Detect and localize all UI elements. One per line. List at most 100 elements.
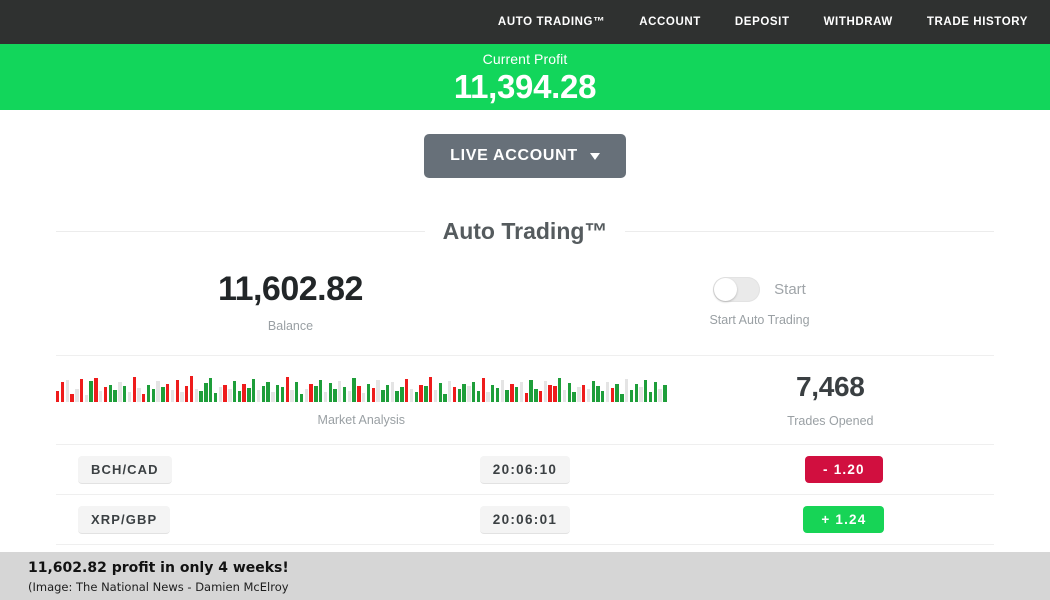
market-analysis-bar	[510, 383, 514, 402]
toggle-state-label: Start	[774, 281, 806, 299]
market-analysis-bar	[419, 384, 423, 402]
auto-trading-caption: Start Auto Trading	[709, 313, 810, 328]
account-selector-area: LIVE ACCOUNT	[0, 110, 1050, 178]
top-navigation-bar: AUTO TRADING™ ACCOUNT DEPOSIT WITHDRAW T…	[0, 0, 1050, 44]
market-analysis-bar	[409, 388, 414, 402]
market-analysis-bar	[591, 380, 595, 402]
market-analysis-bar	[146, 384, 151, 402]
market-analysis-bar	[543, 380, 548, 402]
image-caption-bar: 11,602.82 profit in only 4 weeks! (Image…	[0, 552, 1050, 600]
market-analysis-bar	[515, 386, 519, 402]
market-analysis-bar	[185, 385, 189, 402]
market-analysis-caption: Market Analysis	[317, 412, 406, 427]
trade-pair-cell: XRP/GBP	[56, 505, 356, 534]
market-analysis-bar	[56, 390, 60, 402]
market-analysis-bar	[89, 380, 93, 402]
current-profit-value: 11,394.28	[453, 67, 597, 105]
market-analysis-bar	[342, 386, 347, 402]
trade-value-cell: - 1.20	[694, 456, 994, 484]
market-analysis-bar	[209, 377, 213, 402]
market-analysis-bar	[424, 385, 428, 402]
market-analysis-bar	[99, 390, 103, 402]
market-analysis-bar	[529, 379, 533, 402]
live-account-button[interactable]: LIVE ACCOUNT	[424, 134, 626, 178]
market-analysis-bar	[127, 391, 132, 402]
trade-time-badge: 20:06:01	[479, 505, 571, 534]
market-analysis-bar	[118, 381, 122, 402]
market-analysis-bar	[261, 385, 265, 402]
market-analysis-bar	[362, 392, 366, 402]
market-analysis-bar	[581, 384, 586, 402]
market-analysis-bar	[553, 385, 557, 402]
market-analysis-chart	[56, 374, 667, 402]
nav-withdraw[interactable]: WITHDRAW	[823, 16, 893, 28]
market-analysis-bar	[620, 393, 624, 402]
market-analysis-bar	[624, 378, 629, 402]
market-analysis-bar	[610, 387, 615, 402]
market-analysis-bar	[577, 386, 581, 402]
divider-left	[56, 231, 425, 232]
market-analysis-bar	[634, 383, 638, 402]
market-analysis-bar	[252, 378, 256, 402]
market-analysis-bar	[366, 383, 371, 402]
market-analysis-bar	[601, 390, 605, 402]
table-row[interactable]: BCH/CAD 20:06:10 - 1.20	[56, 445, 994, 496]
market-analysis-bar	[189, 375, 194, 402]
page-title: Auto Trading™	[442, 218, 608, 244]
caption-credit: (Image: The National News - Damien McElr…	[28, 579, 289, 594]
market-analysis-bar	[519, 381, 524, 402]
table-row[interactable]: XRP/GBP 20:06:01 + 1.24	[56, 495, 994, 546]
market-analysis-bar	[467, 385, 471, 402]
market-analysis-bar	[285, 376, 289, 402]
balance-caption: Balance	[267, 319, 314, 334]
market-analysis-bar	[653, 381, 658, 402]
market-analysis-bar	[462, 383, 466, 402]
trades-opened-value: 7,468	[796, 371, 865, 403]
nav-trade-history[interactable]: TRADE HISTORY	[926, 16, 1028, 28]
market-analysis-bar	[414, 391, 418, 402]
market-analysis-bar	[452, 386, 457, 402]
market-analysis-bar	[170, 389, 175, 402]
market-analysis-bar	[596, 385, 600, 402]
start-auto-trading-toggle[interactable]	[713, 277, 761, 303]
market-analysis-bar	[663, 384, 667, 402]
auto-trading-panel: 11,602.82 Balance Start Start Auto Tradi…	[56, 245, 994, 546]
market-analysis-bar	[385, 384, 390, 402]
market-analysis-bar	[280, 386, 285, 402]
market-analysis-bar	[323, 391, 328, 402]
market-analysis-bar	[142, 393, 146, 402]
market-analysis-bar	[390, 381, 395, 402]
nav-links: AUTO TRADING™ ACCOUNT DEPOSIT WITHDRAW T…	[498, 16, 1028, 28]
market-analysis-bar	[548, 384, 552, 402]
market-analysis-bar	[75, 388, 79, 402]
market-analysis-bar	[65, 379, 69, 402]
market-analysis-bar	[328, 382, 332, 402]
market-analysis-bar	[338, 380, 342, 402]
market-analysis-bar	[615, 383, 619, 402]
market-analysis-bar	[486, 391, 490, 402]
market-analysis-bar	[433, 389, 438, 402]
balance-stat: 11,602.82 Balance	[56, 270, 525, 334]
market-analysis-bar	[247, 387, 251, 402]
market-analysis-bar	[648, 391, 653, 402]
market-analysis-bar	[175, 379, 179, 402]
market-analysis-bar	[275, 384, 280, 402]
nav-deposit[interactable]: DEPOSIT	[734, 16, 790, 28]
trades-opened-caption: Trades Opened	[787, 414, 874, 429]
market-analysis-bar	[476, 390, 481, 402]
nav-account[interactable]: ACCOUNT	[639, 16, 701, 28]
market-analysis-bar	[658, 388, 662, 402]
balance-value: 11,602.82	[218, 270, 363, 308]
market-analysis-bar	[266, 381, 270, 402]
nav-auto-trading[interactable]: AUTO TRADING™	[497, 16, 606, 28]
market-analysis-bar	[199, 390, 203, 402]
market-analysis-bar	[137, 387, 141, 402]
market-analysis-bar	[572, 391, 576, 402]
trade-time-cell: 20:06:10	[356, 455, 694, 484]
market-analysis-bar	[495, 387, 500, 402]
market-analysis-bar	[271, 391, 275, 402]
market-analysis-bar	[84, 394, 89, 402]
stats-row-primary: 11,602.82 Balance Start Start Auto Tradi…	[56, 245, 994, 357]
market-analysis-bar	[314, 385, 318, 402]
